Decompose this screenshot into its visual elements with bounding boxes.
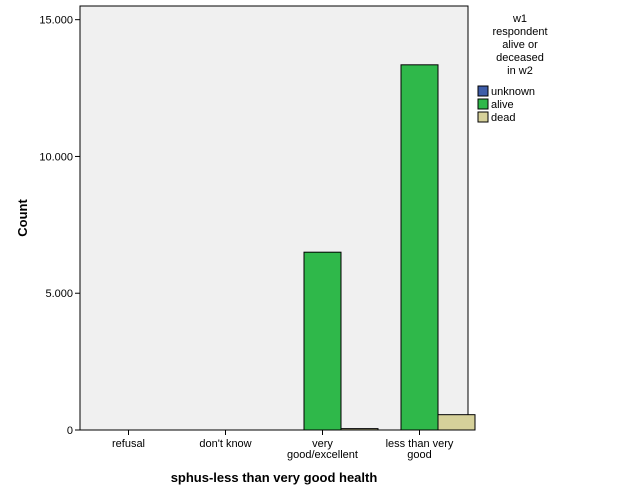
x-axis: refusal don't know very good/excellent less …: [112, 430, 454, 461]
x-tick-label: don't know: [199, 438, 251, 450]
bar-alive-3: [400, 64, 439, 431]
legend-title-line: deceased: [496, 52, 544, 64]
legend-swatch-unknown: [477, 85, 489, 97]
y-tick-label: 10.000: [39, 151, 73, 163]
x-tick-label-line: good/excellent: [287, 449, 358, 461]
legend-label-alive: alive: [491, 99, 514, 111]
y-tick-label: 5.000: [45, 288, 73, 300]
bar-dead-3: [437, 414, 476, 431]
bar-dead-2: [340, 428, 379, 431]
legend-title-line: respondent: [492, 26, 547, 38]
legend-swatch-alive: [477, 98, 489, 110]
legend: w1 respondent alive or deceased in w2 unknown…: [477, 13, 548, 124]
legend-title-line: in w2: [507, 65, 533, 77]
legend-swatch-dead: [477, 111, 489, 123]
legend-label-unknown: unknown: [491, 86, 535, 98]
bar-alive-2: [303, 251, 342, 431]
x-axis-title: sphus-less than very good health: [171, 470, 378, 485]
x-tick-label: refusal: [112, 438, 145, 450]
y-tick-label: 15.000: [39, 15, 73, 27]
y-tick-label: 0: [67, 425, 73, 437]
x-tick-label-line: less than very: [386, 438, 454, 450]
x-tick-label-line: don't know: [199, 438, 251, 450]
x-tick-label-line: good: [407, 449, 431, 461]
y-axis-title: Count: [15, 199, 30, 237]
x-tick-label: very good/excellent: [287, 438, 358, 461]
legend-title-line: w1: [512, 13, 527, 25]
x-tick-label-line: refusal: [112, 438, 145, 450]
legend-title-line: alive or: [502, 39, 538, 51]
y-axis: 0 5.000 10.000 15.000: [39, 15, 80, 437]
legend-label-dead: dead: [491, 112, 515, 124]
bars-layer: [303, 64, 476, 431]
x-tick-label-line: very: [312, 438, 333, 450]
legend-title: w1 respondent alive or deceased in w2: [492, 13, 547, 77]
x-tick-label: less than very good: [386, 438, 454, 461]
